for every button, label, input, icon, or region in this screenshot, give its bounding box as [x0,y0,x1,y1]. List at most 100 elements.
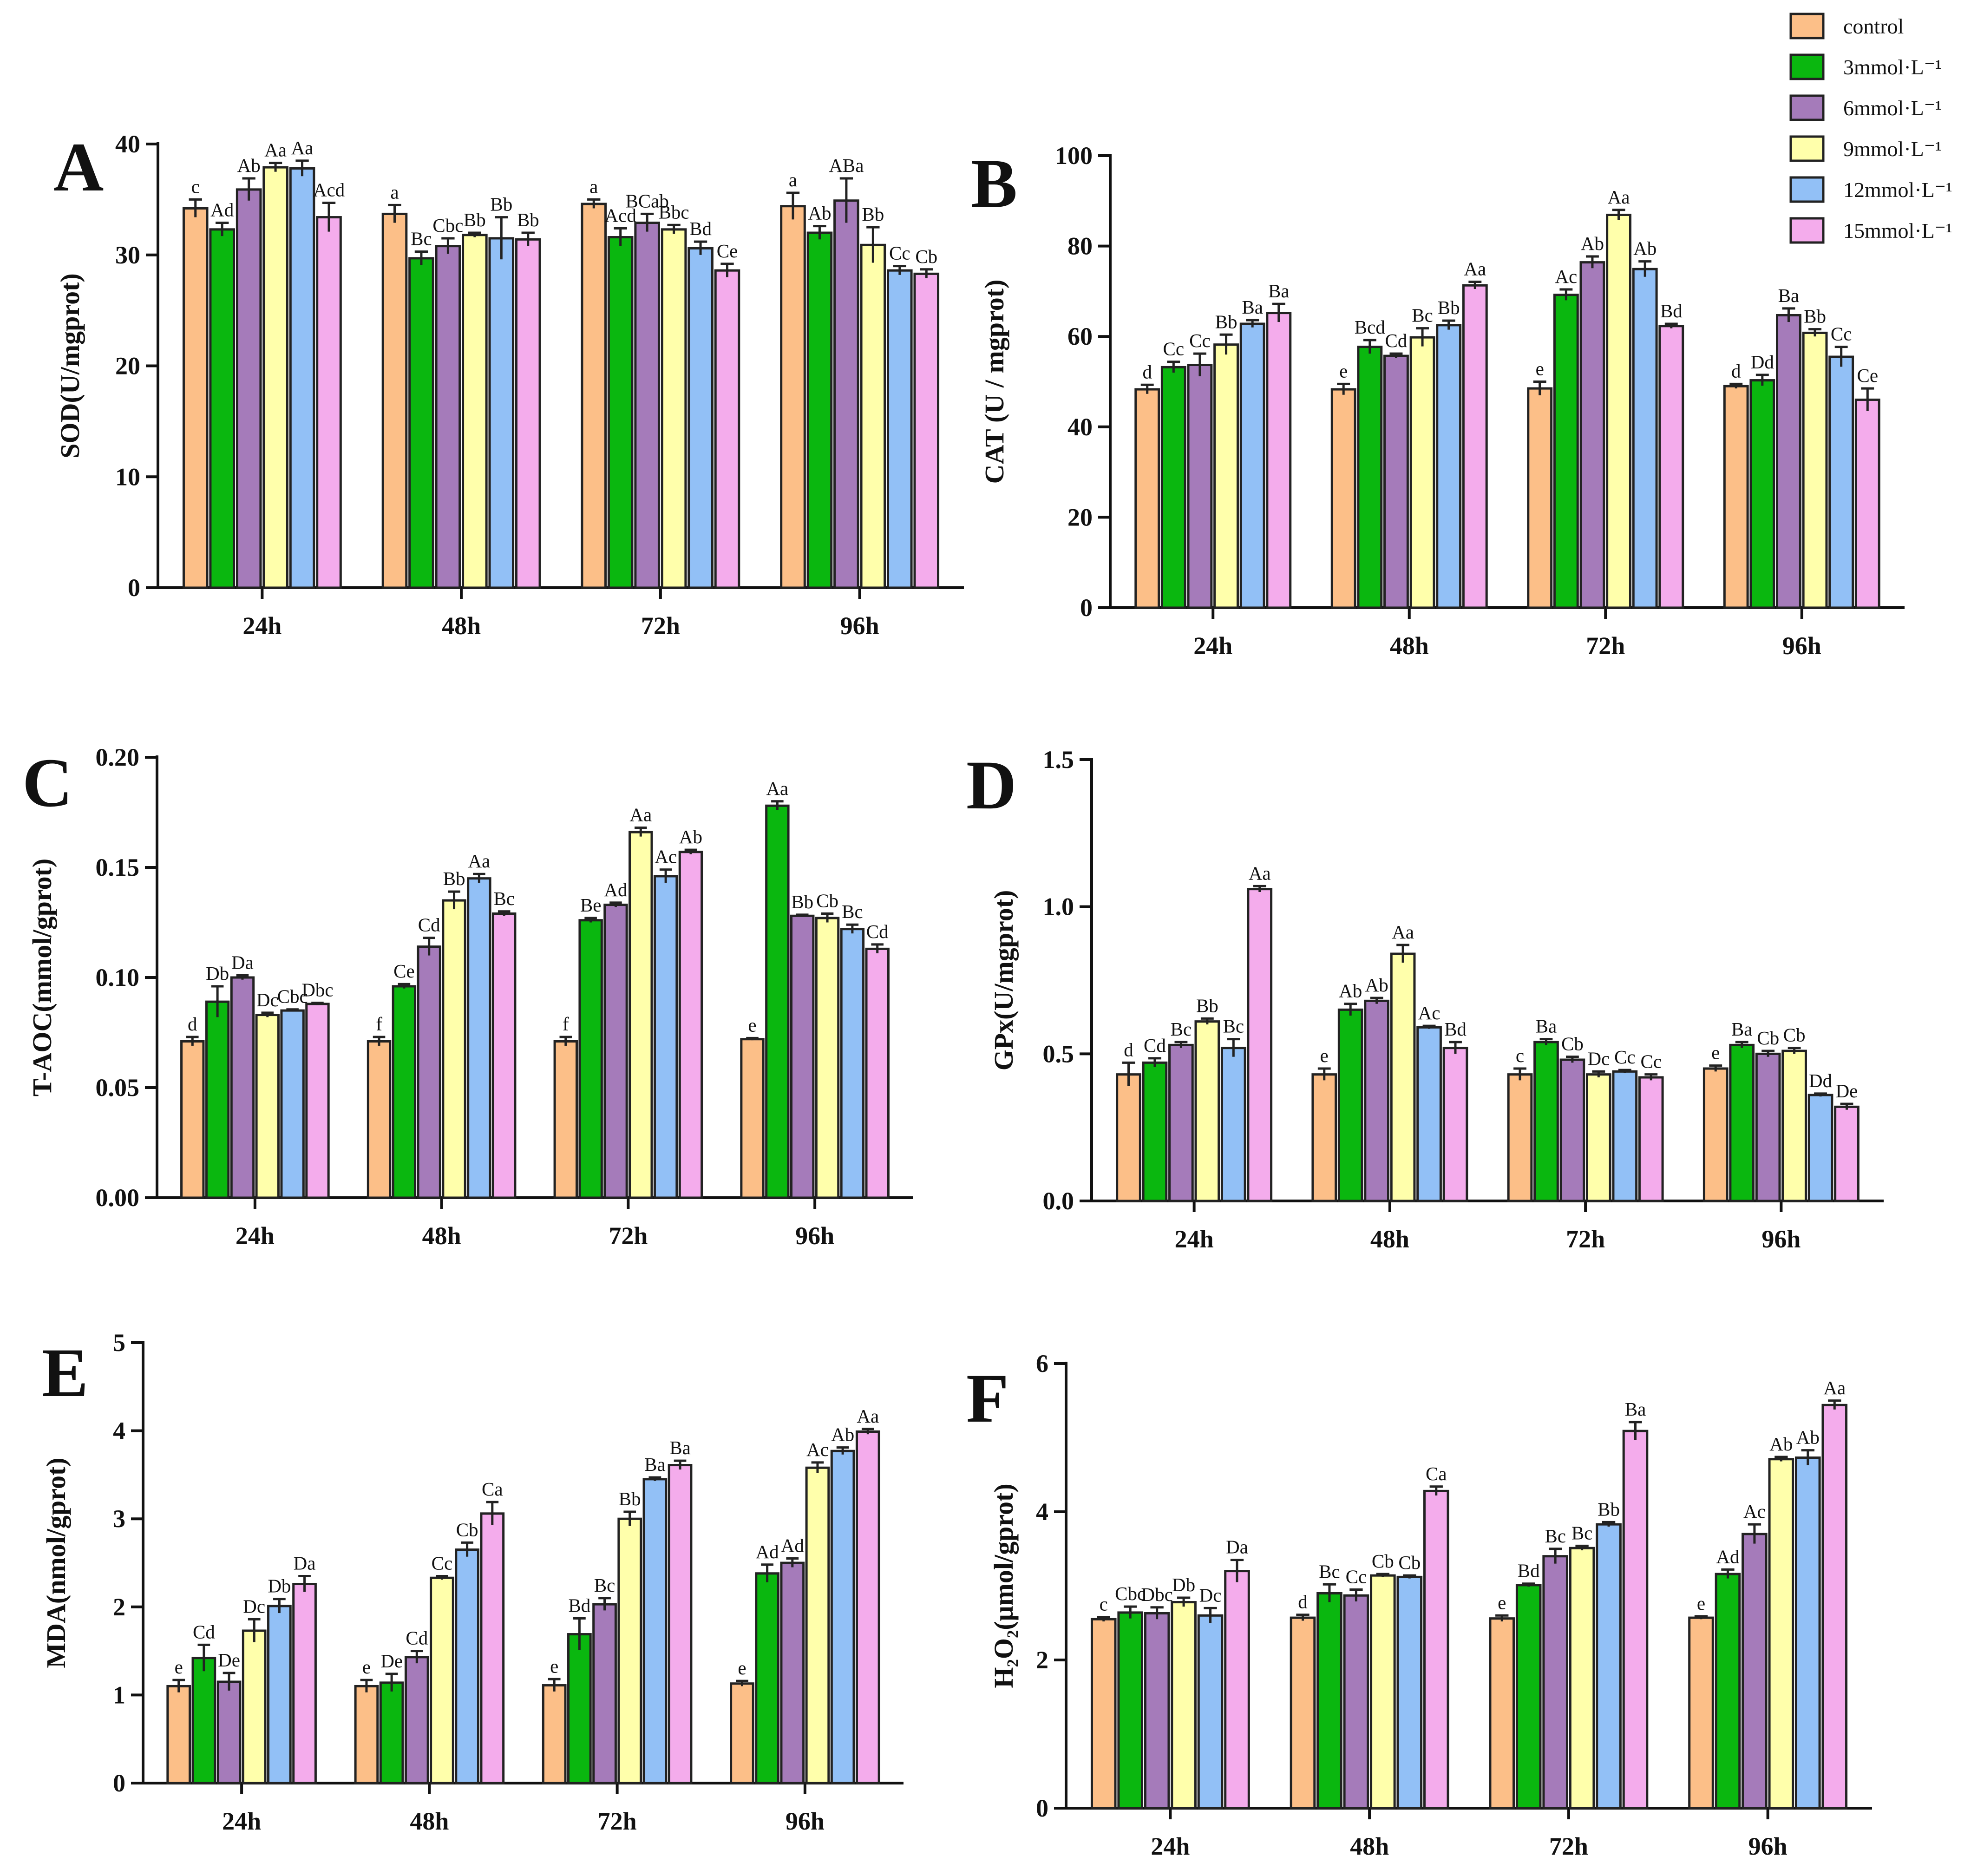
data-label: Bb [464,209,486,230]
data-label: Ca [482,1478,503,1500]
data-label: Bd [1518,1560,1540,1581]
data-label: Ba [1242,296,1263,318]
data-label: Aa [629,804,652,826]
bar [392,985,417,1199]
x-tick-label: 48h [1350,1832,1389,1860]
bar [1194,1020,1220,1202]
bar [430,1576,454,1784]
data-label: Dc [256,989,279,1010]
data-label: Cc [1346,1566,1367,1587]
data-label: d [1731,360,1741,381]
x-tick-label: 96h [840,612,879,640]
data-label: Ca [1426,1463,1447,1484]
bar [1383,354,1409,609]
data-label: e [362,1656,371,1678]
y-tick-label: 2 [1036,1646,1048,1674]
data-label: Bb [1804,306,1826,327]
data-label: Db [268,1575,291,1597]
bar [913,272,940,589]
bar [740,1038,765,1199]
data-label: Bb [1438,297,1460,318]
bar [180,1040,205,1199]
bar [1357,346,1383,609]
bar [780,1561,805,1784]
data-label: Ad [1716,1546,1739,1567]
data-label: Ab [1796,1427,1820,1448]
bar [1266,312,1292,609]
bar [1821,1404,1848,1810]
data-label: Ac [806,1439,829,1460]
panel-letter: B [971,145,1017,222]
bar [1585,1073,1611,1202]
bar [1658,325,1684,609]
bar [1702,1067,1729,1202]
y-tick-label: 0.0 [1043,1187,1074,1215]
data-label: De [218,1649,240,1671]
y-tick-label: 1 [113,1681,125,1709]
bar [1527,387,1553,609]
bar [1117,1611,1143,1810]
bar [653,875,678,1199]
data-label: d [1124,1039,1133,1060]
bar [790,914,815,1199]
bar [1632,268,1658,609]
bar [216,1680,242,1784]
bar [455,1548,479,1784]
y-tick-label: 30 [115,241,140,269]
panel-letter: F [966,1360,1009,1437]
x-tick-label: 72h [598,1807,637,1835]
bar [1409,336,1435,609]
bar [1606,213,1631,609]
legend-label: control [1843,14,1904,38]
y-tick-label: 0.5 [1043,1040,1074,1068]
y-tick-label: 0 [128,574,140,602]
bar [1828,355,1854,609]
bar [1213,343,1239,609]
data-label: Acd [313,179,345,201]
x-tick-label: 96h [795,1222,834,1250]
x-tick-label: 96h [1761,1225,1801,1253]
bar [1436,324,1462,609]
data-label: Bc [493,888,515,909]
data-label: Bb [443,868,465,889]
data-label: Ac [1555,266,1577,287]
data-label: Ba [1536,1016,1557,1037]
bar [1638,1076,1664,1202]
data-label: Aa [1823,1377,1846,1398]
data-label: d [1142,361,1152,382]
data-label: a [589,176,598,197]
data-label: Ab [831,1424,854,1445]
x-tick-label: 96h [786,1807,825,1835]
data-label: a [390,181,399,203]
bar [765,804,790,1199]
bar [1160,366,1186,609]
data-label: Cb [1757,1027,1779,1049]
data-label: Aa [264,139,287,161]
data-label: Cb [456,1519,478,1540]
data-label: Ab [1769,1433,1793,1455]
data-label: Bc [1223,1016,1244,1037]
data-label: Cc [1640,1051,1662,1072]
bar [1533,1041,1559,1202]
data-label: Cd [193,1621,215,1642]
bar [1559,1058,1585,1202]
bar [1854,398,1880,609]
data-label: Be [580,894,602,916]
data-label: Dd [1751,351,1774,373]
x-tick-label: 48h [422,1222,461,1250]
bar [1197,1614,1224,1810]
bar [1220,1047,1246,1202]
data-label: Bb [517,209,539,230]
legend-swatch [1789,94,1825,121]
data-label: Bb [1598,1498,1620,1520]
y-tick-label: 0.00 [96,1184,140,1212]
bar [182,207,209,589]
data-label: Ce [1857,365,1879,386]
bar [592,1603,617,1784]
bar [1795,1456,1821,1810]
bar [1742,1533,1768,1810]
data-label: Ad [756,1541,779,1562]
x-tick-label: 96h [1782,632,1821,660]
